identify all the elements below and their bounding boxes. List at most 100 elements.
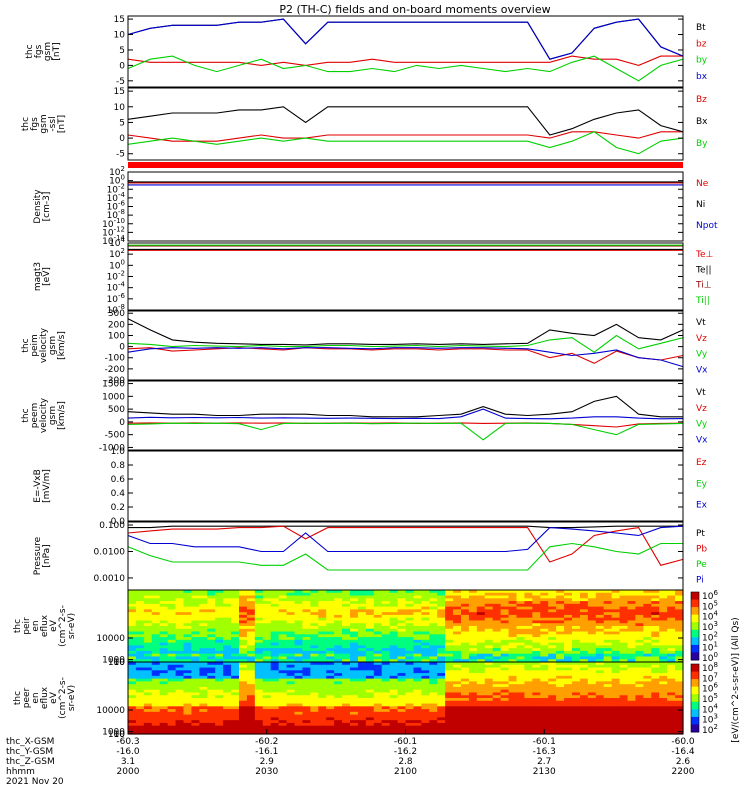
heatmap-cell — [373, 614, 383, 619]
heatmap-cell — [199, 637, 208, 641]
heatmap-cell — [476, 659, 486, 663]
heatmap-cell — [548, 714, 557, 718]
heatmap-cell — [286, 606, 296, 610]
heatmap-cell — [183, 603, 193, 608]
heatmap-cell — [294, 637, 304, 641]
heatmap-cell — [389, 598, 399, 602]
heatmap-cell — [207, 706, 216, 710]
heatmap-cell — [373, 686, 383, 691]
heatmap-cell — [564, 634, 573, 638]
heatmap-cell — [627, 656, 637, 660]
heatmap-cell — [532, 675, 541, 680]
heatmap-cell — [365, 695, 375, 699]
heatmap-cell — [659, 656, 668, 660]
legend-Ni: Ni — [696, 200, 705, 210]
heatmap-cell — [413, 642, 422, 646]
panel-frame — [127, 15, 684, 88]
heatmap-cell — [603, 717, 613, 721]
heatmap-cell — [643, 670, 652, 674]
heatmap-cell — [246, 731, 256, 735]
heatmap-cell — [128, 648, 137, 652]
heatmap-cell — [540, 590, 549, 594]
heatmap-cell — [254, 720, 264, 724]
heatmap-cell — [587, 678, 597, 682]
heatmap-cell — [500, 637, 510, 641]
heatmap-cell — [326, 695, 335, 699]
heatmap-cell — [270, 667, 280, 671]
heatmap-cell — [635, 706, 644, 710]
heatmap-cell — [516, 717, 526, 721]
panel-frame — [127, 450, 684, 522]
heatmap-cell — [397, 717, 407, 721]
heatmap-cell — [389, 722, 399, 727]
heatmap-cell — [294, 728, 304, 732]
heatmap-cell — [381, 592, 391, 597]
heatmap-cell — [572, 623, 581, 627]
heatmap-cell — [516, 590, 526, 594]
heatmap-cell — [461, 673, 470, 677]
heatmap-cell — [595, 725, 605, 730]
heatmap-cell — [302, 653, 311, 658]
series-line-by — [127, 55, 684, 82]
heatmap-cell — [135, 603, 145, 608]
heatmap-cell — [286, 725, 296, 730]
heatmap-cell — [643, 601, 652, 605]
heatmap-cell — [548, 678, 557, 682]
heatmap-cell — [532, 667, 541, 671]
heatmap-cell — [564, 703, 573, 707]
heatmap-cell — [143, 642, 153, 646]
heatmap-cell — [159, 678, 169, 682]
heatmap-cell — [516, 648, 526, 652]
heatmap-cell — [199, 709, 208, 713]
heatmap-cell — [675, 614, 684, 619]
heatmap-cell — [215, 659, 224, 663]
heatmap-cell — [579, 686, 589, 691]
heatmap-cell — [595, 653, 605, 658]
heatmap-cell — [135, 706, 145, 710]
heatmap-cell — [659, 684, 668, 688]
heatmap-cell — [413, 684, 422, 688]
heatmap-cell — [579, 595, 589, 599]
heatmap-cell — [587, 626, 597, 630]
heatmap-cell — [278, 645, 288, 649]
heatmap-cell — [532, 706, 541, 710]
heatmap-cell — [564, 606, 573, 610]
y-axis-label-line: peer — [22, 687, 32, 708]
heatmap-cell — [357, 623, 367, 627]
heatmap-cell — [587, 706, 597, 710]
heatmap-cell — [484, 601, 494, 605]
heatmap-cell — [619, 650, 629, 655]
heatmap-cell — [437, 686, 446, 691]
heatmap-cell — [310, 598, 319, 602]
heatmap-cell — [151, 656, 161, 660]
heatmap-cell — [508, 695, 518, 699]
heatmap-cell — [239, 681, 248, 685]
heatmap-cell — [357, 614, 367, 619]
heatmap-cell — [453, 590, 462, 594]
heatmap-cell — [373, 673, 383, 677]
heatmap-cell — [627, 628, 637, 633]
heatmap-cell — [357, 603, 367, 608]
heatmap-cell — [350, 698, 359, 702]
heatmap-cell — [540, 659, 549, 663]
heatmap-cell — [619, 709, 629, 713]
heatmap-cell — [516, 675, 526, 680]
heatmap-cell — [619, 686, 629, 691]
heatmap-cell — [476, 714, 486, 718]
heatmap-cell — [437, 601, 446, 605]
heatmap-cell — [254, 700, 264, 705]
heatmap-cell — [461, 664, 470, 669]
heatmap-cell — [278, 664, 288, 669]
heatmap-cell — [294, 725, 304, 730]
heatmap-cell — [603, 709, 613, 713]
heatmap-cell — [564, 686, 573, 691]
heatmap-cell — [643, 592, 652, 597]
heatmap-cell — [572, 731, 581, 735]
heatmap-cell — [484, 711, 494, 716]
heatmap-cell — [350, 650, 359, 655]
heatmap-cell — [373, 722, 383, 727]
heatmap-cell — [548, 637, 557, 641]
heatmap-cell — [239, 623, 248, 627]
heatmap-cell — [310, 709, 319, 713]
heatmap-cell — [365, 675, 375, 680]
